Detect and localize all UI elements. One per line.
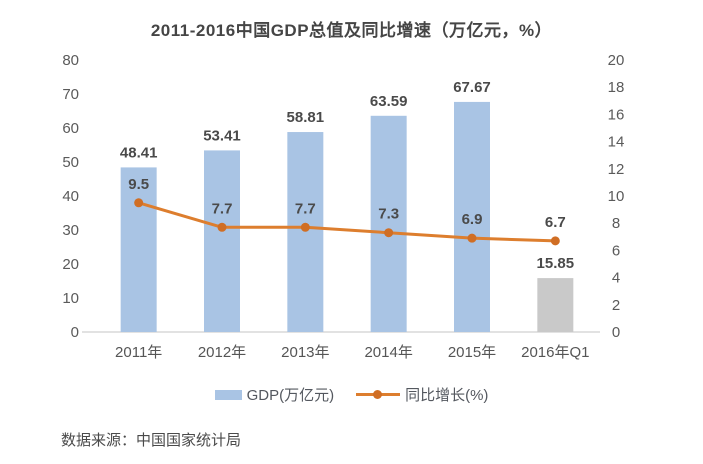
- gdp-value-label: 48.41: [120, 144, 158, 161]
- growth-marker: [467, 233, 477, 243]
- gdp-bar: [454, 101, 490, 332]
- gdp-value-label: 15.85: [537, 255, 575, 272]
- growth-marker: [217, 222, 227, 232]
- growth-line-swatch-icon: [356, 390, 401, 399]
- legend-label-gdp: GDP(万亿元): [246, 387, 335, 404]
- left-axis-tick-label: 60: [62, 120, 79, 137]
- right-axis-tick-label: 6: [612, 242, 620, 259]
- left-axis-tick-label: 10: [62, 290, 79, 307]
- right-axis-tick-label: 14: [608, 134, 625, 151]
- right-axis-tick-label: 4: [612, 270, 620, 287]
- gdp-value-label: 58.81: [287, 109, 325, 126]
- left-axis-tick-label: 0: [71, 324, 79, 341]
- x-axis-label: 2013年: [281, 344, 329, 361]
- left-axis-tick-label: 30: [62, 222, 79, 239]
- legend-label-growth: 同比增长(%): [405, 387, 489, 404]
- gdp-value-label: 67.67: [453, 79, 491, 96]
- gdp-value-label: 53.41: [203, 127, 241, 144]
- growth-value-label: 7.7: [295, 200, 316, 217]
- gdp-bar: [287, 132, 324, 332]
- chart-title: 2011-2016中国GDP总值及同比增速（万亿元，%）: [150, 21, 553, 40]
- x-axis-label: 2016年Q1: [521, 344, 589, 361]
- legend-item-gdp: GDP(万亿元): [214, 384, 335, 405]
- right-axis-tick-label: 10: [608, 188, 625, 205]
- left-axis-tick-label: 80: [62, 52, 79, 69]
- data-source-note: 数据来源：中国国家统计局: [61, 432, 242, 449]
- growth-marker-swatch-icon: [373, 390, 383, 399]
- growth-value-label: 9.5: [128, 176, 149, 193]
- growth-line: [137, 201, 557, 243]
- growth-marker: [384, 228, 394, 238]
- growth-value-label: 7.7: [212, 200, 233, 217]
- gdp-bar-swatch-icon: [214, 389, 242, 400]
- right-axis-tick-label: 16: [608, 106, 625, 123]
- right-axis-tick-label: 18: [608, 79, 625, 96]
- left-axis-tick-label: 50: [62, 154, 79, 171]
- right-axis-tick-label: 20: [608, 52, 625, 69]
- growth-marker: [300, 222, 310, 232]
- right-axis-tick-label: 0: [612, 324, 620, 341]
- growth-value-label: 6.9: [462, 211, 483, 228]
- chart-legend: GDP(万亿元) 同比增长(%): [0, 384, 703, 405]
- chart-plot-svg: 0 10 20 30 40 50 60 70 80 0 2 4 6 8 10 12 14 16 18 20 48.41 5…: [62, 52, 625, 361]
- gdp-value-label: 63.59: [370, 93, 408, 110]
- gdp-bar: [537, 278, 574, 332]
- x-axis-label: 2014年: [364, 344, 412, 361]
- x-axis-label: 2011年: [115, 344, 162, 361]
- growth-marker: [134, 198, 144, 208]
- x-axis-label: 2015年: [448, 344, 496, 361]
- right-axis-tick-label: 12: [608, 161, 625, 178]
- growth-value-label: 6.7: [545, 214, 566, 231]
- growth-value-label: 7.3: [378, 206, 399, 223]
- growth-marker: [550, 236, 560, 246]
- right-axis-tick-label: 2: [612, 297, 620, 314]
- gdp-bar: [120, 167, 157, 332]
- left-axis-tick-label: 40: [62, 188, 79, 205]
- left-axis-tick-label: 20: [62, 256, 79, 273]
- gdp-bar: [370, 115, 407, 332]
- left-axis-tick-label: 70: [62, 86, 79, 103]
- legend-item-growth: 同比增长(%): [356, 384, 488, 405]
- x-axis-label: 2012年: [198, 344, 246, 361]
- gdp-bar: [204, 150, 240, 332]
- right-axis-tick-label: 8: [612, 215, 620, 232]
